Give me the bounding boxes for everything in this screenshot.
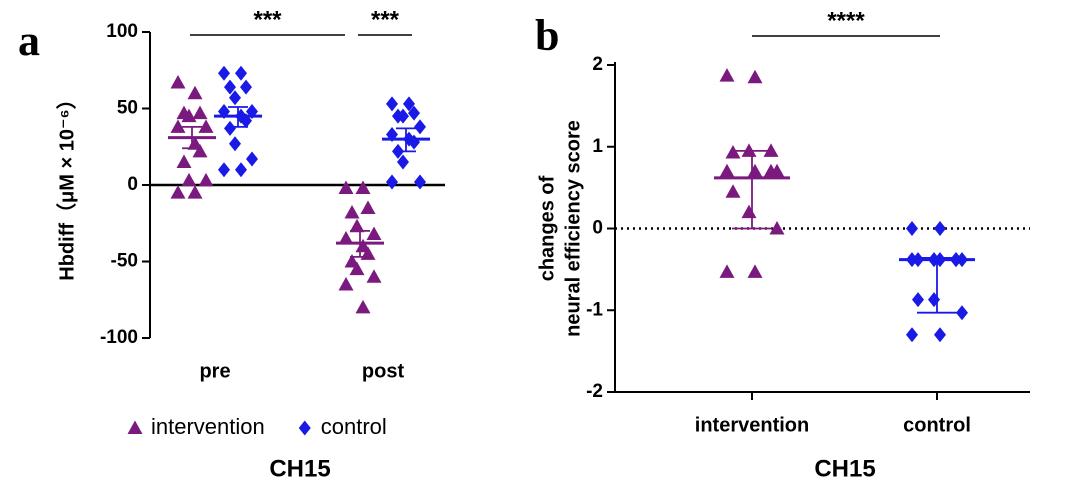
data-point — [349, 261, 365, 276]
data-point — [414, 119, 426, 135]
data-point — [747, 264, 763, 278]
data-point — [934, 221, 946, 236]
x-axis-title: CH15 — [269, 455, 330, 482]
data-point — [218, 65, 230, 81]
x-tick-label: intervention — [695, 414, 809, 436]
y-tick-label: 2 — [592, 54, 603, 75]
data-point — [192, 105, 208, 120]
data-point — [397, 108, 409, 124]
data-point — [349, 218, 365, 233]
data-point — [170, 119, 186, 133]
data-point — [338, 276, 354, 291]
data-point — [386, 96, 398, 112]
legend-label: intervention — [151, 414, 265, 439]
y-axis-label: neural efficiency score — [562, 120, 584, 337]
data-point — [187, 185, 203, 199]
data-point — [747, 163, 763, 178]
x-tick-label: control — [903, 414, 971, 436]
data-point — [741, 204, 757, 219]
y-tick-label: 1 — [592, 136, 603, 157]
data-point — [176, 154, 192, 169]
data-point — [912, 292, 924, 308]
data-point — [235, 162, 247, 178]
y-tick-label: -2 — [586, 381, 603, 402]
data-point — [181, 172, 197, 187]
legend-label: control — [321, 414, 387, 439]
data-point — [240, 79, 252, 95]
data-point — [414, 174, 426, 190]
y-tick-label: 0 — [127, 174, 138, 195]
data-point — [218, 162, 230, 178]
data-point — [235, 65, 247, 81]
panel-letter: b — [535, 11, 559, 60]
data-point — [763, 163, 779, 178]
data-point — [725, 184, 741, 198]
data-point — [719, 163, 735, 178]
significance-label: *** — [253, 6, 282, 33]
data-point — [906, 221, 918, 236]
data-point — [338, 180, 354, 195]
data-point — [366, 269, 382, 283]
data-point — [170, 74, 186, 89]
data-point — [170, 185, 186, 199]
y-tick-label: -1 — [586, 299, 603, 320]
x-axis-title: CH15 — [814, 455, 875, 482]
data-point — [719, 68, 735, 82]
data-point — [906, 327, 918, 343]
data-point — [224, 120, 236, 136]
data-point — [956, 305, 968, 321]
data-point — [366, 226, 382, 240]
data-point — [769, 221, 785, 235]
significance-label: *** — [371, 6, 400, 33]
data-point — [360, 200, 376, 214]
data-point — [397, 154, 409, 170]
data-point — [344, 205, 360, 219]
data-point — [355, 180, 371, 195]
data-point — [934, 327, 946, 343]
y-tick-label: -50 — [111, 251, 138, 272]
data-point — [181, 108, 197, 123]
data-point — [386, 174, 398, 190]
data-point — [198, 119, 214, 133]
data-point — [198, 172, 214, 187]
data-point — [187, 85, 203, 100]
data-point — [408, 105, 420, 121]
data-point — [403, 96, 415, 112]
x-tick-label: pre — [199, 360, 230, 382]
data-point — [338, 231, 354, 245]
data-point — [246, 151, 258, 167]
data-point — [719, 264, 735, 278]
significance-label: **** — [827, 7, 865, 34]
legend-marker — [127, 420, 143, 434]
data-point — [747, 69, 763, 84]
data-point — [928, 292, 940, 308]
panel-letter: a — [18, 16, 40, 65]
data-point — [224, 79, 236, 95]
data-point — [355, 299, 371, 314]
y-tick-label: 50 — [117, 98, 138, 119]
data-point — [192, 143, 208, 158]
y-axis-label: changes of — [536, 175, 558, 281]
data-point — [229, 90, 241, 106]
y-tick-label: 0 — [592, 218, 603, 239]
y-tick-label: -100 — [100, 327, 138, 348]
legend-marker — [298, 420, 311, 436]
data-point — [229, 136, 241, 152]
x-tick-label: post — [362, 360, 405, 382]
y-tick-label: 100 — [106, 21, 138, 42]
y-axis-label: Hbdiff（μM × 10⁻⁶） — [55, 89, 78, 280]
